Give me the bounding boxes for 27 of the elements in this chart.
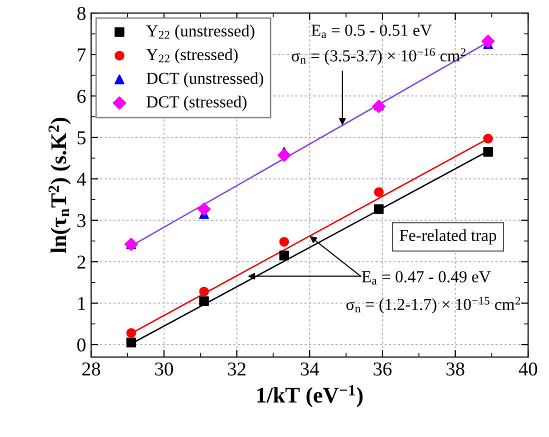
legend-label: DCT (unstressed) — [146, 72, 264, 88]
x-axis-title: 1/kT (eV$^{−1}$) — [257, 385, 363, 408]
x-tick-label: 32 — [228, 362, 246, 376]
y-tick-label: 7 — [78, 48, 86, 62]
annotation: σ$_{n}$ = (1.2-1.7) × 10$^{−15}$ cm$^{2}$ — [346, 296, 520, 314]
y-tick-label: 8 — [77, 6, 86, 20]
y-axis-title: ln(τ$_{n}$T$^{2}$) (s.K$^{2}$) — [48, 118, 71, 253]
x-tick-label: 40 — [518, 362, 538, 376]
y-tick-label: 4 — [76, 172, 86, 186]
legend-label: Y$_{22}$ (stressed) — [146, 48, 238, 64]
y-tick-label: 6 — [77, 90, 86, 103]
y-tick-label: 1 — [78, 297, 86, 310]
x-tick-label: 38 — [446, 362, 464, 376]
y-tick-label: 0 — [77, 338, 86, 352]
x-tick-label: 34 — [300, 362, 320, 376]
x-tick-label: 28 — [82, 362, 100, 376]
x-tick-label: 30 — [155, 362, 173, 376]
y-tick-label: 2 — [77, 256, 86, 268]
annotation: Fe-related trap — [400, 229, 496, 244]
x-tick-label: 36 — [374, 362, 392, 376]
annotation: σ$_{n}$ = (3.5-3.7) × 10$^{−16}$ cm$^{2}$ — [292, 48, 466, 65]
legend-label: Y$_{22}$ (unstressed) — [146, 24, 254, 40]
y-tick-label: 5 — [78, 131, 86, 144]
annotation: E$_{a}$ = 0.47 - 0.49 eV — [362, 271, 491, 285]
annotation: E$_{a}$ = 0.5 - 0.51 eV — [311, 24, 432, 38]
legend-label: DCT (stressed) — [146, 96, 246, 111]
y-tick-label: 3 — [77, 214, 86, 228]
